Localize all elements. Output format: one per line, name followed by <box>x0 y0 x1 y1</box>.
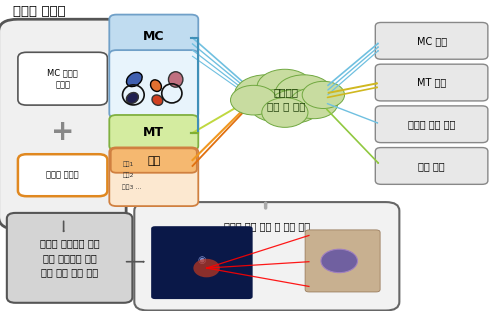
Text: MC 발굴: MC 발굴 <box>416 36 447 46</box>
FancyBboxPatch shape <box>151 226 253 299</box>
Text: 다양한 가상 인체 및 세포 모델: 다양한 가상 인체 및 세포 모델 <box>224 221 310 232</box>
FancyBboxPatch shape <box>109 50 198 118</box>
Text: 효능1: 효능1 <box>122 161 134 167</box>
FancyBboxPatch shape <box>375 148 488 184</box>
Text: MT 예측: MT 예측 <box>417 77 446 88</box>
Text: 다양한 가상세포 모델
링의 효율화를 위한
주요 세포 기전 선별: 다양한 가상세포 모델 링의 효율화를 위한 주요 세포 기전 선별 <box>40 238 99 278</box>
FancyBboxPatch shape <box>18 52 107 105</box>
FancyBboxPatch shape <box>305 230 380 292</box>
FancyBboxPatch shape <box>7 213 132 303</box>
Text: 효능2: 효능2 <box>122 173 134 178</box>
FancyBboxPatch shape <box>109 115 198 151</box>
Text: MT: MT <box>143 126 164 139</box>
Circle shape <box>234 75 297 115</box>
Ellipse shape <box>126 93 138 104</box>
Text: MC 조합의
다양성: MC 조합의 다양성 <box>47 68 78 90</box>
Circle shape <box>262 98 308 127</box>
Circle shape <box>230 85 277 115</box>
Text: 다차원적
예측 및 해석: 다차원적 예측 및 해석 <box>267 87 305 111</box>
FancyBboxPatch shape <box>18 154 107 196</box>
Circle shape <box>257 69 313 105</box>
FancyBboxPatch shape <box>375 106 488 143</box>
Circle shape <box>275 75 333 112</box>
FancyBboxPatch shape <box>0 19 126 229</box>
Text: +: + <box>51 118 74 146</box>
FancyBboxPatch shape <box>109 15 198 59</box>
Text: 효능의 다양성: 효능의 다양성 <box>47 171 79 180</box>
Ellipse shape <box>152 95 163 105</box>
Ellipse shape <box>194 259 220 277</box>
Circle shape <box>302 81 344 109</box>
FancyBboxPatch shape <box>134 202 399 310</box>
Circle shape <box>250 90 300 122</box>
FancyBboxPatch shape <box>375 64 488 101</box>
Text: ◉: ◉ <box>197 254 206 265</box>
FancyBboxPatch shape <box>375 22 488 59</box>
FancyBboxPatch shape <box>109 147 198 206</box>
Ellipse shape <box>169 72 183 87</box>
Text: 복잡한 효능 예측: 복잡한 효능 예측 <box>408 119 455 129</box>
Text: MC: MC <box>143 30 165 44</box>
FancyBboxPatch shape <box>111 148 197 173</box>
Text: 분석의 복잡성: 분석의 복잡성 <box>13 5 66 18</box>
Ellipse shape <box>150 80 161 91</box>
Circle shape <box>321 249 358 273</box>
Text: 효능: 효능 <box>147 156 160 165</box>
Circle shape <box>290 88 338 119</box>
Circle shape <box>269 90 320 123</box>
Text: 효능3 ...: 효능3 ... <box>122 184 142 190</box>
Ellipse shape <box>126 72 142 86</box>
Text: 기작 이해: 기작 이해 <box>418 161 445 171</box>
